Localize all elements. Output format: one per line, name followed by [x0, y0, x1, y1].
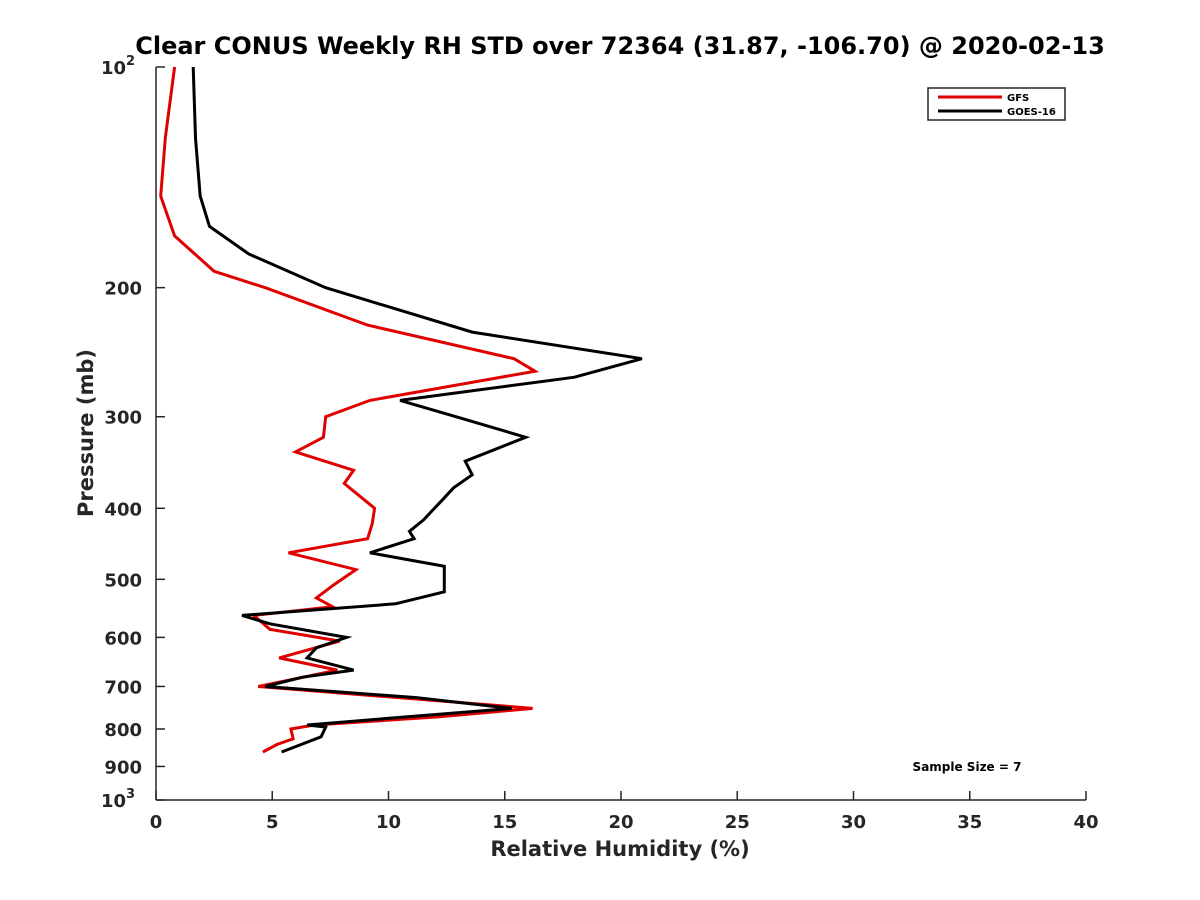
x-tick-label: 20	[608, 812, 633, 833]
y-tick-label: 800	[104, 720, 142, 741]
x-axis-ticks: 0 5 10 15 20 25 30 35 40	[150, 791, 1099, 833]
y-tick-label-power: 10 2	[101, 54, 135, 79]
y-tick-label: 600	[104, 628, 142, 649]
x-tick-label: 15	[492, 812, 517, 833]
y-tick-label-power: 10 3	[101, 787, 135, 812]
y-tick-label: 200	[104, 279, 142, 300]
x-axis-label: Relative Humidity (%)	[490, 837, 749, 861]
y-tick-label-base: 10	[101, 58, 126, 79]
x-tick-label: 35	[957, 812, 982, 833]
legend: GFS GOES-16	[927, 87, 1066, 121]
series-points-goes-16	[192, 66, 644, 754]
plot-area: 0 5 10 15 20 25 30 35 40 10 220030040050060070080…	[101, 54, 1099, 833]
y-tick-label: 400	[104, 499, 142, 520]
x-tick-label: 10	[376, 812, 401, 833]
x-tick-label: 5	[266, 812, 279, 833]
y-tick-label: 300	[104, 408, 142, 429]
series-line-goes-16	[191, 66, 643, 754]
y-tick-label: 500	[104, 570, 142, 591]
x-tick-label: 25	[725, 812, 750, 833]
legend-label-goes-16: GOES-16	[1007, 107, 1056, 118]
x-tick-label: 30	[841, 812, 866, 833]
sample-size-annotation: Sample Size = 7	[913, 760, 1022, 774]
y-axis-label: Pressure (mb)	[74, 349, 98, 517]
y-tick-label-exponent: 2	[126, 54, 135, 69]
legend-box	[927, 87, 1066, 121]
chart-title: Clear CONUS Weekly RH STD over 72364 (31…	[135, 32, 1105, 60]
y-tick-label: 900	[104, 757, 142, 778]
series-line-gfs	[159, 66, 540, 754]
x-tick-label: 0	[150, 812, 163, 833]
series-group	[159, 66, 643, 754]
y-tick-label-base: 10	[101, 791, 126, 812]
x-tick-label: 40	[1073, 812, 1098, 833]
legend-label-gfs: GFS	[1007, 93, 1029, 104]
y-tick-label: 700	[104, 677, 142, 698]
y-tick-label-exponent: 3	[126, 787, 135, 802]
